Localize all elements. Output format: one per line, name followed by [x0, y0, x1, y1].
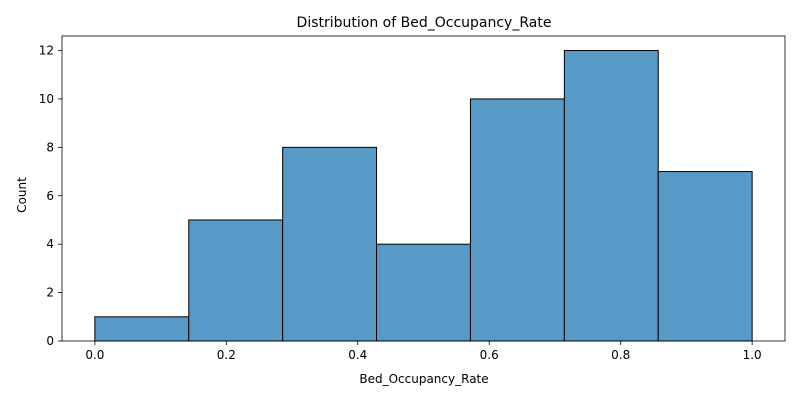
y-tick-label: 8: [46, 140, 54, 154]
histogram-bar: [657, 171, 753, 342]
y-tick-label: 6: [46, 189, 54, 203]
bars-group: [94, 50, 753, 342]
x-axis-label: Bed_Occupancy_Rate: [359, 372, 488, 386]
x-tick-label: 0.8: [611, 348, 630, 362]
x-axis-ticks: 0.0 0.2 0.4 0.6 0.8 1.0: [85, 341, 762, 362]
chart-title: Distribution of Bed_Occupancy_Rate: [297, 15, 552, 31]
y-tick-label: 12: [39, 44, 54, 58]
histogram-bar: [376, 243, 471, 342]
histogram-bar: [282, 146, 378, 342]
x-tick-label: 1.0: [743, 348, 762, 362]
y-axis-label: Count: [15, 177, 29, 213]
histogram-bar: [188, 219, 284, 342]
x-tick-label: 0.2: [217, 348, 236, 362]
y-tick-label: 2: [46, 286, 54, 300]
y-tick-label: 4: [46, 237, 54, 251]
x-tick-label: 0.4: [348, 348, 367, 362]
x-tick-label: 0.6: [480, 348, 499, 362]
histogram-bar: [563, 50, 659, 342]
x-tick-label: 0.0: [85, 348, 104, 362]
y-axis-ticks: 0 2 4 6 8 10 12: [39, 44, 62, 348]
plot-frame: [61, 35, 786, 342]
y-tick-label: 10: [39, 92, 54, 106]
histogram-bar: [94, 316, 190, 342]
y-tick-label: 0: [46, 334, 54, 348]
histogram-bar: [469, 98, 565, 342]
